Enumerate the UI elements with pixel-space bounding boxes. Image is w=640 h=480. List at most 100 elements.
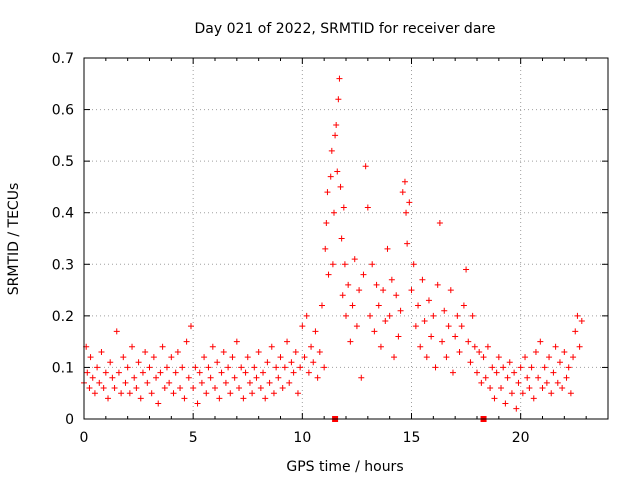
data-point — [275, 374, 282, 381]
data-point — [504, 374, 511, 381]
data-point — [227, 390, 234, 397]
data-point — [478, 379, 485, 386]
data-point — [115, 369, 122, 376]
data-point — [417, 343, 424, 350]
data-point — [491, 395, 498, 402]
data-point — [495, 354, 502, 361]
data-point — [198, 379, 205, 386]
data-point — [242, 369, 249, 376]
data-point — [324, 189, 331, 196]
data-point — [502, 400, 509, 407]
data-point — [329, 261, 336, 268]
data-point — [135, 359, 142, 366]
data-point — [526, 385, 533, 392]
data-point — [137, 395, 144, 402]
data-point — [576, 343, 583, 350]
data-point — [541, 364, 548, 371]
data-point — [572, 328, 579, 335]
data-point — [251, 364, 258, 371]
data-point — [367, 312, 374, 319]
data-point — [308, 343, 315, 350]
data-point — [268, 343, 275, 350]
data-point — [201, 354, 208, 361]
data-point — [419, 276, 426, 283]
data-point — [159, 343, 166, 350]
data-point — [384, 245, 391, 252]
data-point — [522, 354, 529, 361]
data-point — [421, 318, 428, 325]
data-point — [126, 390, 133, 397]
data-point — [222, 379, 229, 386]
data-point — [225, 364, 232, 371]
data-point — [161, 385, 168, 392]
data-point — [246, 379, 253, 386]
data-point — [508, 390, 515, 397]
data-point — [356, 287, 363, 294]
data-point — [257, 385, 264, 392]
data-point — [84, 369, 91, 376]
data-point — [322, 245, 329, 252]
data-point — [347, 338, 354, 345]
data-point — [290, 369, 297, 376]
grid-lines — [84, 58, 608, 419]
data-point — [484, 343, 491, 350]
data-point — [260, 369, 267, 376]
x-tick-label: 20 — [512, 430, 530, 446]
data-point — [111, 385, 118, 392]
data-point — [292, 348, 299, 355]
data-point — [332, 132, 339, 139]
data-point — [458, 323, 465, 330]
data-point — [351, 256, 358, 263]
data-point — [578, 318, 585, 325]
data-point — [113, 328, 120, 335]
data-point — [454, 312, 461, 319]
data-point — [321, 364, 328, 371]
data-point — [192, 364, 199, 371]
data-point — [314, 374, 321, 381]
data-point — [146, 364, 153, 371]
data-point — [194, 400, 201, 407]
chart-title: Day 021 of 2022, SRMTID for receiver dar… — [195, 21, 496, 37]
x-tick-label: 10 — [293, 430, 311, 446]
data-point — [131, 374, 138, 381]
data-point — [559, 385, 566, 392]
data-point — [277, 354, 284, 361]
data-point — [218, 369, 225, 376]
data-point — [170, 390, 177, 397]
data-point — [511, 369, 518, 376]
data-point — [500, 364, 507, 371]
data-point — [480, 354, 487, 361]
data-point — [172, 369, 179, 376]
data-point — [430, 312, 437, 319]
data-point — [229, 354, 236, 361]
data-point — [364, 204, 371, 211]
data-point — [203, 390, 210, 397]
data-point — [465, 338, 472, 345]
data-point — [570, 354, 577, 361]
y-tick-label: 0.5 — [52, 154, 74, 170]
data-point — [133, 385, 140, 392]
data-point — [369, 261, 376, 268]
data-point — [506, 359, 513, 366]
data-point — [515, 379, 522, 386]
data-point — [273, 364, 280, 371]
data-point — [388, 276, 395, 283]
data-point — [513, 405, 520, 412]
data-point — [266, 379, 273, 386]
data-point — [129, 343, 136, 350]
data-point — [183, 338, 190, 345]
data-point — [528, 364, 535, 371]
data-point — [102, 369, 109, 376]
data-point — [340, 204, 347, 211]
data-point — [120, 354, 127, 361]
data-point — [498, 385, 505, 392]
y-tick-label: 0.4 — [52, 206, 74, 222]
data-point — [428, 333, 435, 340]
data-point — [360, 271, 367, 278]
data-point — [312, 328, 319, 335]
data-point — [142, 348, 149, 355]
data-point — [375, 302, 382, 309]
data-point — [353, 323, 360, 330]
plot-frame — [83, 57, 609, 420]
data-point — [212, 385, 218, 392]
